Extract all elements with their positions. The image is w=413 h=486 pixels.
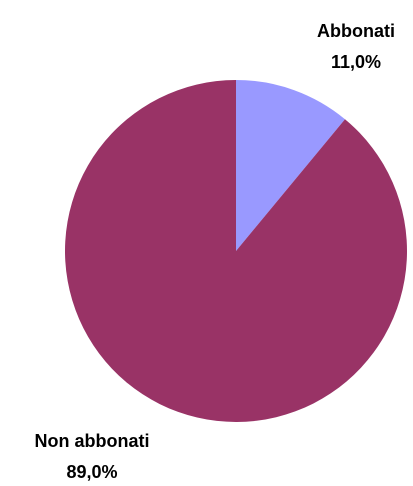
slice-label-non-abbonati-name: Non abbonati — [35, 431, 150, 451]
pie-slice-non-abbonati — [64, 79, 408, 422]
pie-slice-abbonati — [236, 80, 345, 251]
pie-slices — [64, 79, 408, 422]
slice-label-non-abbonati-value: 89,0% — [66, 462, 117, 482]
slice-label-abbonati-name: Abbonati — [317, 21, 395, 41]
slice-label-abbonati-value: 11,0% — [331, 52, 381, 72]
